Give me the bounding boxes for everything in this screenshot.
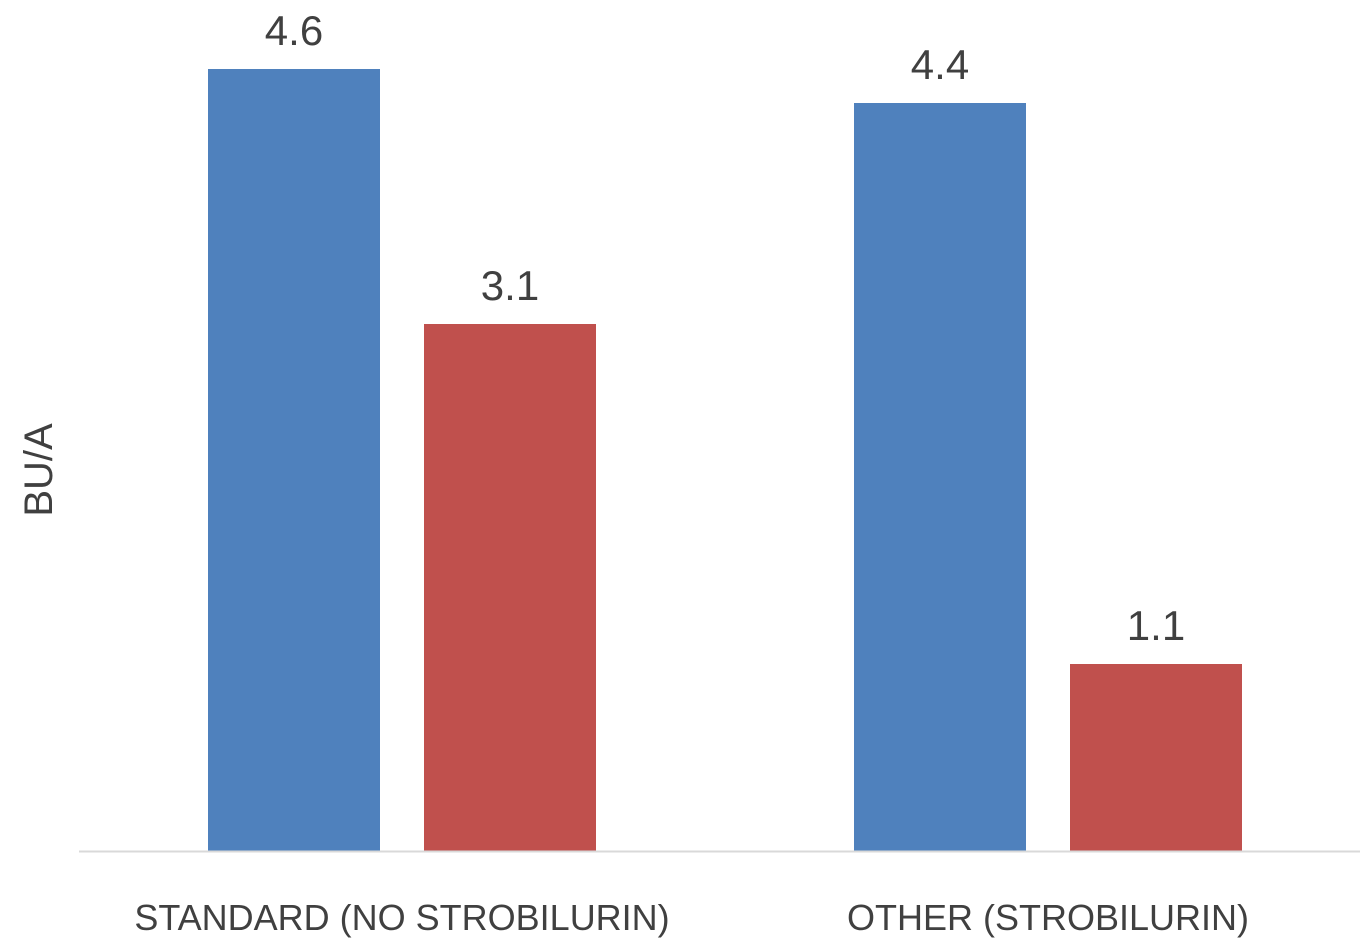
bar-2-series-2 — [1070, 664, 1242, 851]
value-label-1-series-1: 4.6 — [265, 7, 323, 54]
bar-1-series-2 — [424, 324, 596, 851]
value-label-2-series-1: 4.4 — [911, 41, 969, 88]
value-labels-group: 4.6 3.1 4.4 1.1 — [265, 7, 1185, 649]
category-label-1: STANDARD (NO STROBILURIN) — [134, 897, 669, 938]
category-label-2: OTHER (STROBILURIN) — [847, 897, 1249, 938]
bar-2-series-1 — [854, 103, 1026, 851]
category-labels-group: STANDARD (NO STROBILURIN) OTHER (STROBILU… — [134, 897, 1249, 938]
value-label-1-series-2: 3.1 — [481, 262, 539, 309]
bar-1-series-1 — [208, 69, 380, 851]
y-axis-label: BU/A — [17, 423, 61, 517]
value-label-2-series-2: 1.1 — [1127, 602, 1185, 649]
bars-group — [208, 69, 1242, 851]
